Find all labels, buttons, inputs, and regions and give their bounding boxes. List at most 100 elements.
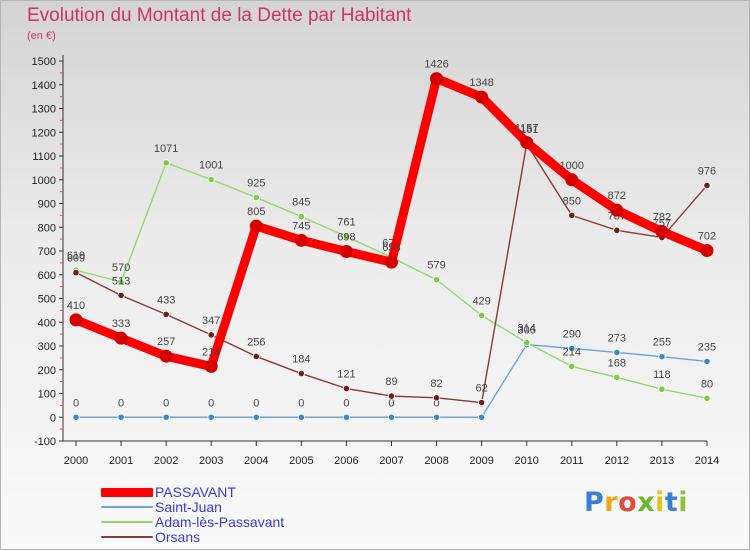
logo-letter: o (618, 487, 638, 518)
series-line (71, 74, 712, 371)
data-label: 782 (653, 212, 671, 224)
legend-item-passavant: PASSAVANT (101, 485, 361, 500)
data-label: 1157 (515, 122, 539, 134)
y-tick-label: 900 (38, 199, 56, 211)
data-label: 433 (157, 294, 175, 306)
data-label: 410 (67, 300, 85, 312)
x-tick-label: 2001 (109, 455, 133, 467)
x-tick-label: 2007 (379, 455, 403, 467)
data-point (568, 344, 576, 352)
y-tick-label: 1100 (32, 151, 56, 163)
data-point (387, 413, 396, 421)
data-label: 273 (608, 332, 626, 344)
y-tick-label: 1400 (32, 80, 56, 92)
data-point (342, 384, 351, 393)
data-label: 82 (430, 378, 442, 390)
y-tick-label: 0 (50, 412, 56, 424)
x-tick-label: 2000 (64, 455, 88, 467)
data-point (297, 413, 305, 421)
data-label: 0 (388, 397, 394, 409)
data-label: 255 (653, 337, 671, 349)
x-tick-label: 2008 (424, 455, 448, 467)
logo-letter: t (664, 487, 679, 518)
data-point (342, 413, 351, 421)
x-tick-label: 2014 (695, 455, 719, 467)
data-point (568, 211, 576, 219)
data-label: 314 (518, 323, 536, 335)
x-tick-label: 2003 (199, 455, 223, 467)
data-point (342, 232, 351, 241)
data-point (655, 225, 669, 239)
data-label: 513 (112, 275, 130, 287)
data-point (520, 135, 534, 149)
line-chart: -100010020030040050060070080090010001100… (32, 55, 719, 467)
y-tick-label: 1000 (32, 175, 56, 187)
data-point (610, 203, 624, 217)
data-point (565, 173, 579, 187)
data-label: 1000 (560, 160, 584, 172)
data-point (162, 159, 170, 167)
x-tick-label: 2009 (469, 455, 493, 467)
data-label: 845 (292, 197, 310, 209)
legend-item-orsans: Orsans (101, 530, 361, 545)
y-tick-label: 1200 (32, 127, 56, 139)
data-label: 619 (67, 250, 85, 262)
data-label: 347 (202, 315, 220, 327)
series-adam-les-passavant: 6195701071100192584576167357942931421416… (67, 143, 713, 402)
data-label: 570 (112, 262, 130, 274)
legend-swatch (101, 536, 153, 538)
data-point (613, 226, 621, 234)
data-label: 62 (476, 383, 488, 395)
y-tick-label: 100 (38, 389, 56, 401)
data-label: 872 (608, 190, 626, 202)
y-tick-label: 700 (38, 246, 56, 258)
data-point (658, 353, 666, 361)
data-point (249, 219, 263, 233)
data-label: 80 (701, 378, 713, 390)
data-point (297, 212, 305, 221)
data-point (478, 311, 486, 319)
data-point (432, 276, 441, 284)
data-point (207, 175, 215, 184)
legend-swatch (101, 521, 153, 523)
legend-label: Orsans (155, 529, 201, 545)
y-tick-label: 500 (38, 294, 56, 306)
data-label: 1071 (154, 143, 178, 155)
data-point (72, 413, 80, 421)
legend-swatch (101, 506, 153, 508)
data-point (478, 413, 486, 421)
data-label: 0 (73, 397, 79, 409)
data-point (703, 394, 711, 402)
data-label: 214 (202, 346, 220, 358)
data-label: 121 (337, 369, 355, 381)
chart-legend: PASSAVANT Saint-Juan Adam-lès-Passavant Ors… (101, 485, 361, 545)
data-point (117, 413, 125, 421)
proxiti-logo: Proxiti (584, 487, 688, 518)
data-label: 805 (247, 206, 265, 218)
chart-unit-label: (en €) (27, 30, 56, 42)
data-label: 118 (653, 369, 671, 381)
data-label: 698 (337, 231, 355, 243)
legend-label: Saint-Juan (155, 499, 222, 515)
data-point (159, 349, 173, 363)
legend-label: Adam-lès-Passavant (155, 514, 285, 530)
data-label: 89 (385, 376, 397, 388)
data-label: 0 (343, 397, 349, 409)
data-point (339, 244, 353, 258)
data-label: 184 (292, 354, 310, 366)
data-label: 745 (292, 220, 310, 232)
data-label: 235 (698, 341, 716, 353)
data-point (207, 331, 215, 339)
x-tick-label: 2002 (154, 455, 178, 467)
data-label: 1426 (424, 59, 448, 71)
data-point (117, 278, 125, 286)
data-point (700, 244, 714, 258)
chart-title: Evolution du Montant de la Dette par Hab… (27, 5, 412, 26)
data-point (478, 398, 486, 407)
y-tick-label: -100 (34, 436, 56, 448)
data-label: 306 (518, 325, 536, 337)
data-point (475, 90, 489, 104)
data-label: 925 (247, 178, 265, 190)
data-point (297, 369, 305, 378)
